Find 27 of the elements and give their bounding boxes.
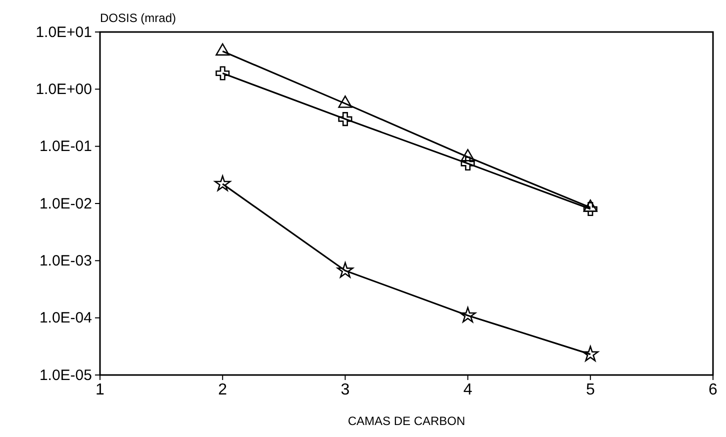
point xyxy=(460,156,475,171)
point xyxy=(216,43,230,56)
y-tick-label: 1.0E+01 xyxy=(36,24,92,41)
y-axis-title: DOSIS (mrad) xyxy=(100,11,176,25)
y-tick-label: 1.0E+00 xyxy=(36,80,92,98)
point xyxy=(583,200,598,212)
point xyxy=(460,306,476,323)
x-tick-label: 2 xyxy=(218,381,228,398)
x-tick-label: 5 xyxy=(586,381,595,398)
x-tick-label: 6 xyxy=(708,381,718,398)
point xyxy=(460,149,475,162)
x-tick-label: 4 xyxy=(463,381,472,398)
y-tick-label: 1.0E-05 xyxy=(39,366,92,384)
point xyxy=(338,112,352,126)
y-tick-label: 1.0E-04 xyxy=(39,310,92,327)
x-tick-label: 3 xyxy=(340,381,350,398)
y-tick-label: 1.0E-03 xyxy=(39,252,92,270)
point xyxy=(338,96,352,108)
x-axis-title: CAMAS DE CARBON xyxy=(348,414,466,428)
point xyxy=(337,262,354,278)
point xyxy=(583,202,598,216)
y-tick-label: 1.0E-01 xyxy=(39,138,92,156)
point xyxy=(214,175,231,191)
y-tick-label: 1.0E-02 xyxy=(39,195,92,212)
point xyxy=(582,346,599,362)
point xyxy=(216,66,230,80)
x-tick-label: 1 xyxy=(96,381,105,398)
